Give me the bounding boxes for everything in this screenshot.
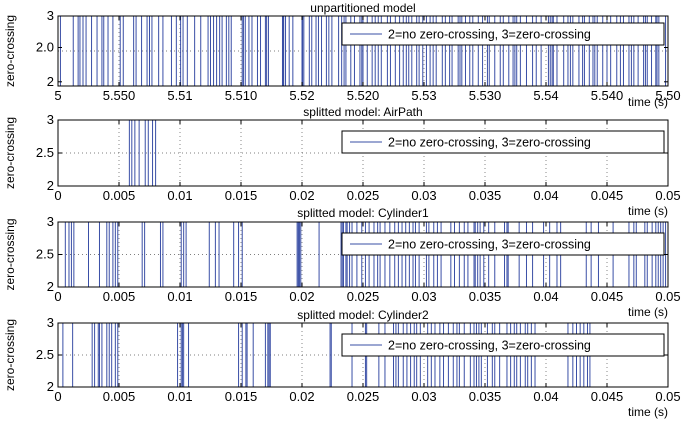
x-tick-label: 5.510 [225, 88, 258, 103]
x-tick-label: 5 [54, 88, 61, 103]
y-tick-label: 2 [47, 379, 54, 394]
chart-title: splitted model: Cylinder1 [297, 206, 429, 220]
x-axis-label: time (s) [628, 405, 668, 419]
x-tick-label: 0.05 [655, 289, 680, 304]
plot-cylinder2: 0 0.005 0.01 0.015 0.02 0.025 0.03 0.035 0.04 0.0… [3, 308, 681, 419]
x-tick-label: 0 [54, 389, 61, 404]
chart-title: splitted model: Cylinder2 [297, 308, 429, 322]
y-tick-label: 2 [47, 178, 54, 193]
legend-label: 2=no zero-crossing, 3=zero-crossing [388, 136, 591, 150]
x-tick-label: 0.03 [411, 389, 436, 404]
x-tick-label: 0.01 [167, 389, 192, 404]
x-tick-label: 0.02 [289, 188, 314, 203]
x-tick-label: 0.04 [533, 188, 558, 203]
x-tick-label: 0.045 [591, 188, 624, 203]
x-tick-label: 0.045 [591, 289, 624, 304]
x-axis-label: time (s) [628, 95, 668, 109]
y-tick-label: 3 [47, 214, 54, 229]
y-tick-label: 2.0 [36, 40, 54, 55]
x-tick-label: 5.520 [347, 88, 380, 103]
x-tick-label: 5.50 [655, 88, 680, 103]
legend-box [341, 130, 665, 154]
plot-cylinder1: 0 0.005 0.01 0.015 0.02 0.025 0.03 0.035 0.04 0.0… [3, 206, 681, 319]
x-tick-label: 0.01 [167, 188, 192, 203]
x-tick-label: 0.035 [469, 188, 502, 203]
x-tick-label: 0.035 [469, 289, 502, 304]
y-tick-label: 2 [47, 279, 54, 294]
legend-label: 2=no zero-crossing, 3=zero-crossing [388, 238, 591, 252]
x-tick-label: 0.05 [655, 188, 680, 203]
legend-label: 2=no zero-crossing, 3=zero-crossing [388, 339, 591, 353]
x-tick-label: 0.04 [533, 289, 558, 304]
x-tick-label: 0.015 [225, 289, 258, 304]
x-tick-label: 5.54 [533, 88, 558, 103]
legend-box [341, 22, 665, 46]
x-tick-label: 0.04 [533, 389, 558, 404]
x-tick-label: 0.05 [655, 389, 680, 404]
x-tick-label: 0 [54, 289, 61, 304]
x-tick-label: 0.02 [289, 389, 314, 404]
y-axis-label: zero-crossing [3, 319, 17, 391]
x-tick-label: 0.025 [347, 389, 380, 404]
x-tick-label: 0.015 [225, 188, 258, 203]
x-tick-label: 5.51 [167, 88, 192, 103]
x-tick-label: 0 [54, 188, 61, 203]
x-tick-label: 0.005 [103, 289, 136, 304]
plot-airpath: 0 0.005 0.01 0.015 0.02 0.025 0.03 0.035 0.04 0.0… [3, 105, 681, 218]
legend-label: 2=no zero-crossing, 3=zero-crossing [388, 28, 591, 42]
chart-title: unpartitioned model [310, 1, 415, 15]
x-tick-label: 0.015 [225, 389, 258, 404]
x-tick-label: 5.52 [289, 88, 314, 103]
legend-box [341, 232, 665, 256]
y-tick-label: 3 [47, 315, 54, 330]
x-tick-label: 5.53 [411, 88, 436, 103]
x-tick-label: 0.02 [289, 289, 314, 304]
y-axis-label: zero-crossing [3, 15, 17, 87]
plot-unpartitioned-model: 5 5.550 5.51 5.510 5.52 5.520 5.53 5.530 5.54 5.5… [3, 1, 681, 109]
y-tick-label: 3 [47, 112, 54, 127]
y-tick-label: 2.5 [36, 145, 54, 160]
legend-box [341, 333, 665, 357]
x-tick-label: 0.03 [411, 289, 436, 304]
x-tick-label: 5.530 [469, 88, 502, 103]
y-tick-label: 2.5 [36, 347, 54, 362]
x-axis-label: time (s) [628, 305, 668, 319]
x-tick-label: 0.045 [591, 389, 624, 404]
y-tick-label: 3 [47, 8, 54, 23]
x-tick-label: 5.540 [591, 88, 624, 103]
y-axis-label: zero-crossing [3, 117, 17, 189]
x-tick-label: 0.025 [347, 188, 380, 203]
x-tick-label: 0.005 [103, 188, 136, 203]
y-tick-label: 2 [47, 74, 54, 89]
x-tick-label: 0.005 [103, 389, 136, 404]
x-axis-label: time (s) [628, 204, 668, 218]
x-tick-label: 0.035 [469, 389, 502, 404]
x-tick-label: 0.03 [411, 188, 436, 203]
x-tick-label: 5.550 [103, 88, 136, 103]
y-axis-label: zero-crossing [3, 218, 17, 290]
chart-title: splitted model: AirPath [303, 105, 422, 119]
y-tick-label: 2.5 [36, 247, 54, 262]
x-tick-label: 0.01 [167, 289, 192, 304]
x-tick-label: 0.025 [347, 289, 380, 304]
